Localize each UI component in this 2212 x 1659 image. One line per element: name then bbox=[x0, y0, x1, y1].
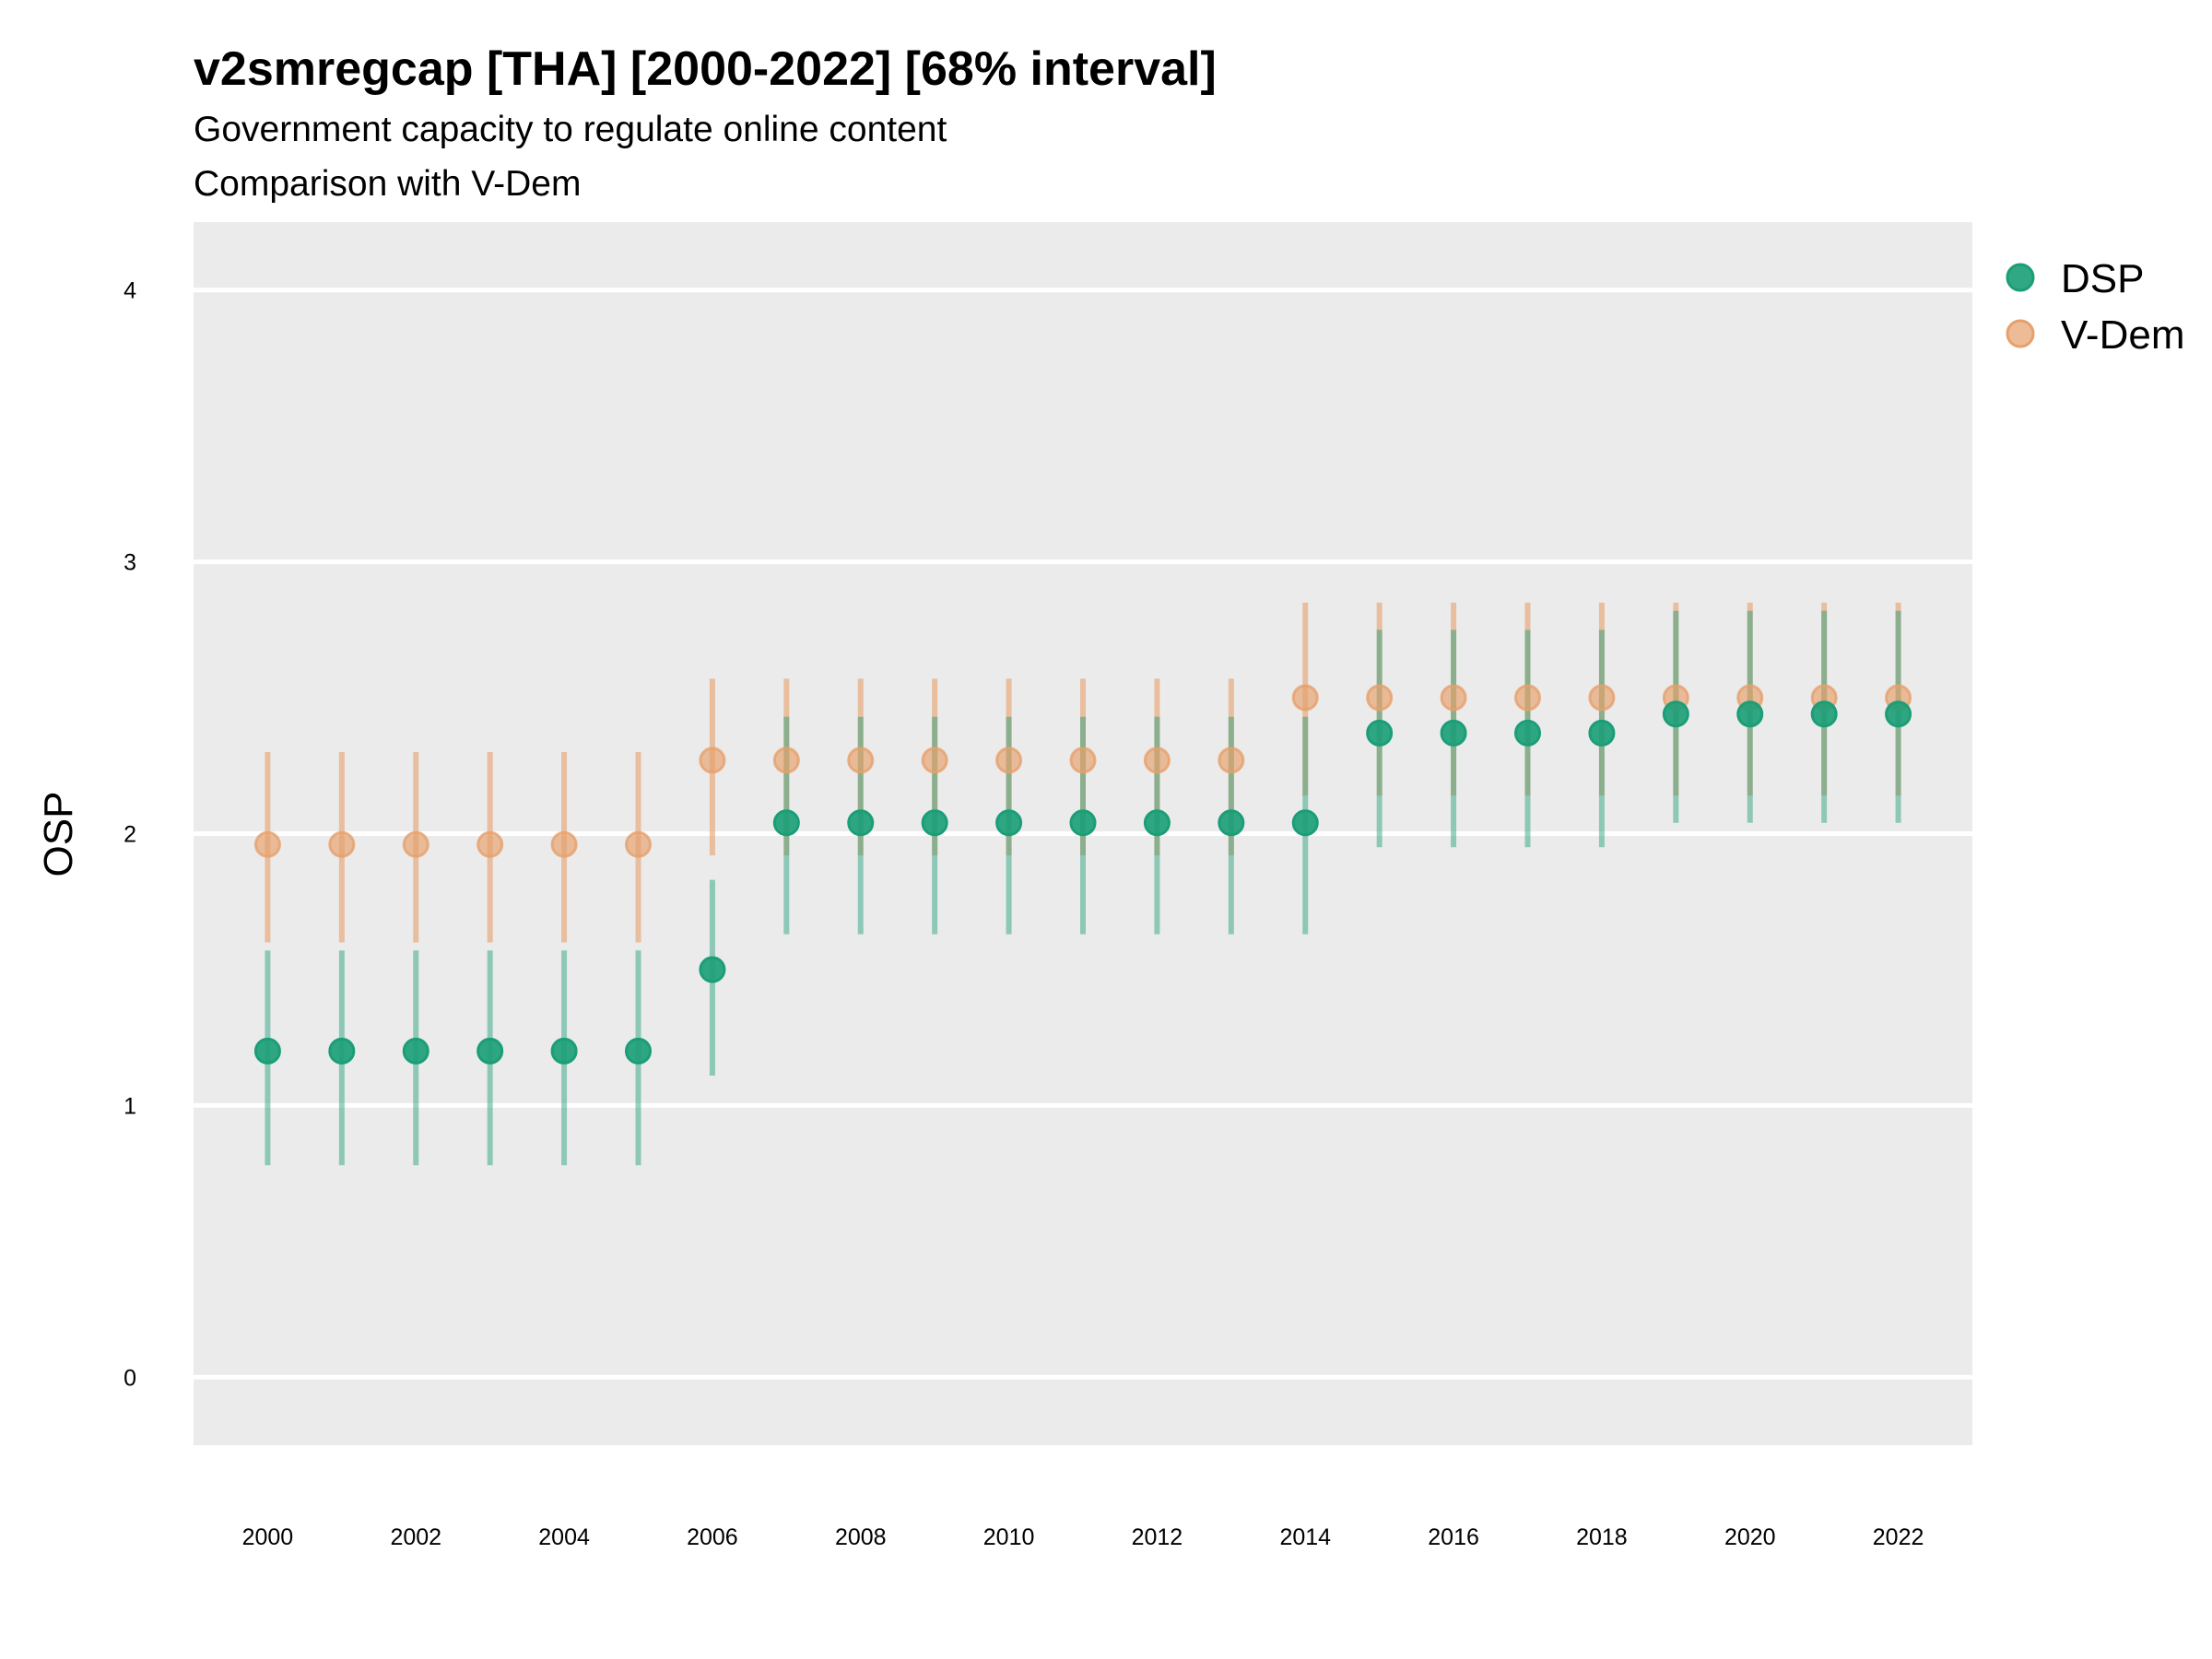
v-dem-point-2011 bbox=[1069, 747, 1097, 774]
data-points bbox=[253, 684, 1912, 1065]
x-tick-label: 2012 bbox=[1132, 1524, 1183, 1550]
dsp-point-2017 bbox=[1514, 719, 1541, 747]
v-dem-point-2015 bbox=[1366, 684, 1394, 712]
dsp-point-2019 bbox=[1662, 700, 1689, 728]
v-dem-point-2007 bbox=[772, 747, 800, 774]
dsp-point-2012 bbox=[1143, 809, 1171, 837]
v-dem-point-2016 bbox=[1440, 684, 1467, 712]
x-tick-label: 2000 bbox=[242, 1524, 294, 1550]
dsp-point-2009 bbox=[921, 809, 948, 837]
v-dem-point-2018 bbox=[1588, 684, 1616, 712]
v-dem-point-2006 bbox=[699, 747, 726, 774]
x-tick-label: 2002 bbox=[390, 1524, 441, 1550]
v-dem-point-2002 bbox=[402, 830, 429, 858]
dsp-point-2020 bbox=[1736, 700, 1764, 728]
v-dem-point-2000 bbox=[253, 830, 281, 858]
dsp-point-2001 bbox=[328, 1037, 356, 1065]
x-tick-label: 2022 bbox=[1873, 1524, 1924, 1550]
chart-title: v2smregcap [THA] [2000-2022] [68% interv… bbox=[194, 42, 1217, 96]
legend: DSP V-Dem bbox=[2006, 256, 2184, 358]
y-tick-label: 0 bbox=[124, 1365, 136, 1391]
y-tick-label: 1 bbox=[124, 1093, 136, 1119]
y-axis-label: OSP bbox=[36, 792, 81, 877]
v-dem-point-2008 bbox=[847, 747, 875, 774]
v-dem-point-2003 bbox=[477, 830, 504, 858]
y-tick-label: 4 bbox=[124, 278, 136, 304]
dsp-point-2016 bbox=[1440, 719, 1467, 747]
dsp-point-2003 bbox=[477, 1037, 504, 1065]
legend-dsp-marker bbox=[2006, 263, 2035, 292]
dsp-point-2021 bbox=[1810, 700, 1838, 728]
dsp-point-2022 bbox=[1885, 700, 1912, 728]
v-dem-point-2010 bbox=[995, 747, 1023, 774]
v-dem-point-2001 bbox=[328, 830, 356, 858]
v-dem-point-2004 bbox=[550, 830, 578, 858]
x-tick-label: 2020 bbox=[1724, 1524, 1776, 1550]
dsp-point-2013 bbox=[1218, 809, 1245, 837]
dsp-point-2011 bbox=[1069, 809, 1097, 837]
x-axis-ticks: 2000 2002 2004 2006 2008 2010 2012 2014 2016 2018… bbox=[242, 1524, 1924, 1550]
legend-vdem-marker bbox=[2006, 319, 2035, 348]
x-tick-label: 2016 bbox=[1428, 1524, 1479, 1550]
x-tick-label: 2006 bbox=[687, 1524, 738, 1550]
v-dem-point-2017 bbox=[1514, 684, 1541, 712]
dsp-point-2006 bbox=[699, 956, 726, 983]
v-dem-point-2005 bbox=[625, 830, 652, 858]
dsp-point-2002 bbox=[402, 1037, 429, 1065]
chart-subtitle: Government capacity to regulate online c… bbox=[194, 110, 947, 149]
dsp-point-2007 bbox=[772, 809, 800, 837]
y-tick-label: 2 bbox=[124, 822, 136, 848]
v-dem-point-2009 bbox=[921, 747, 948, 774]
dsp-point-2008 bbox=[847, 809, 875, 837]
chart-subtitle-comparison: Comparison with V-Dem bbox=[194, 164, 581, 204]
x-tick-label: 2018 bbox=[1576, 1524, 1628, 1550]
x-tick-label: 2010 bbox=[983, 1524, 1035, 1550]
v-dem-point-2013 bbox=[1218, 747, 1245, 774]
dsp-point-2014 bbox=[1291, 809, 1319, 837]
x-tick-label: 2004 bbox=[538, 1524, 590, 1550]
y-axis-ticks: 0 1 2 3 4 bbox=[124, 278, 136, 1392]
dsp-point-2015 bbox=[1366, 719, 1394, 747]
dsp-point-2000 bbox=[253, 1037, 281, 1065]
dsp-point-2018 bbox=[1588, 719, 1616, 747]
v-dem-point-2012 bbox=[1143, 747, 1171, 774]
y-tick-label: 3 bbox=[124, 550, 136, 576]
dsp-point-2010 bbox=[995, 809, 1023, 837]
x-tick-label: 2014 bbox=[1279, 1524, 1331, 1550]
dsp-point-2005 bbox=[625, 1037, 652, 1065]
legend-dsp-label: DSP bbox=[2061, 256, 2144, 301]
dsp-point-2004 bbox=[550, 1037, 578, 1065]
x-tick-label: 2008 bbox=[835, 1524, 887, 1550]
legend-vdem-label: V-Dem bbox=[2061, 312, 2184, 358]
v-dem-point-2014 bbox=[1291, 684, 1319, 712]
